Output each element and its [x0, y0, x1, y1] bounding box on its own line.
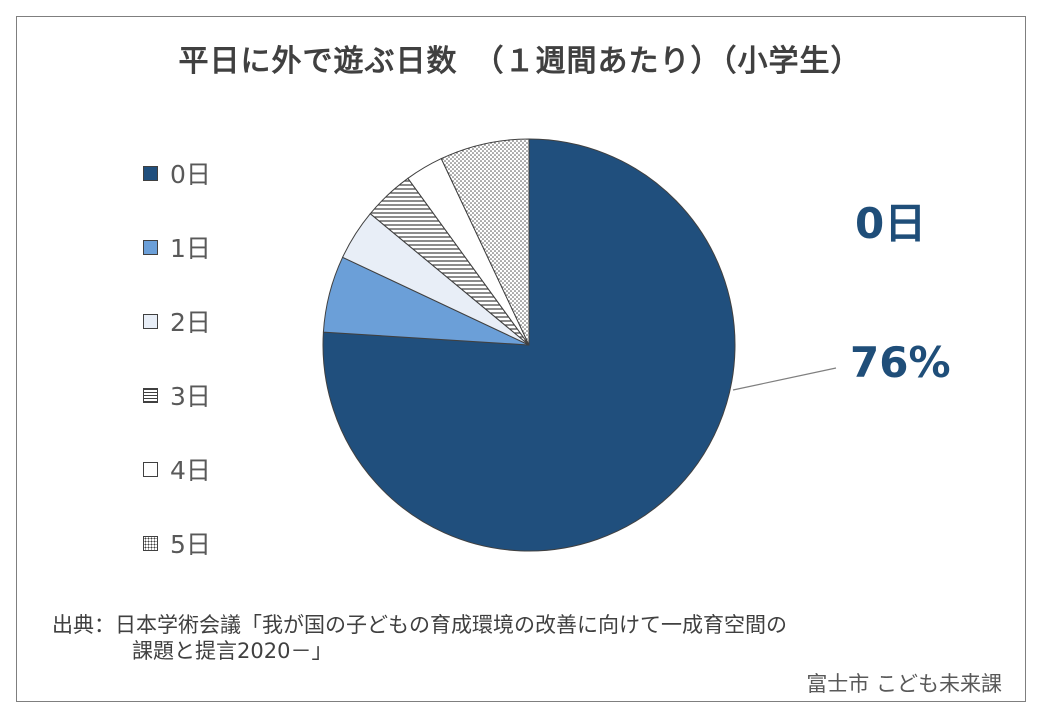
legend-label-0: 0日	[170, 160, 211, 189]
legend-swatch-2	[143, 313, 158, 329]
legend-label-3: 3日	[170, 382, 211, 411]
legend-item-0: 0日	[143, 155, 211, 191]
source-citation: 出典：日本学術会議「我が国の子どもの育成環境の改善に向けて一成育空間の 課題と提…	[52, 612, 787, 664]
legend-item-3: 3日	[143, 377, 211, 413]
legend-item-4: 4日	[143, 451, 211, 487]
legend-swatch-1	[143, 239, 158, 255]
legend-label-2: 2日	[170, 308, 211, 337]
legend-label-1: 1日	[170, 234, 211, 263]
legend-label-4: 4日	[170, 456, 211, 485]
chart-title: 平日に外で遊ぶ日数 （１週間あたり）（小学生）	[178, 44, 862, 79]
callout-leader-line	[732, 367, 837, 391]
credit-label: 富士市 こども未来課	[806, 672, 1002, 696]
legend-swatch-5	[143, 535, 158, 551]
callout-value-label: 76%	[850, 338, 951, 387]
pie-slice-0	[322, 138, 736, 552]
pie-slice-5	[440, 138, 530, 346]
legend-item-5: 5日	[143, 525, 211, 561]
legend-swatch-4	[143, 461, 158, 477]
legend-label-5: 5日	[170, 530, 211, 559]
source-line-1: 出典：日本学術会議「我が国の子どもの育成環境の改善に向けて一成育空間の	[52, 613, 787, 637]
legend-item-2: 2日	[143, 303, 211, 339]
legend-item-1: 1日	[143, 229, 211, 265]
callout-category-label: 0日	[855, 199, 927, 248]
source-line-2: 課題と提言2020－」	[132, 639, 333, 663]
legend-swatch-0	[143, 165, 158, 181]
legend-swatch-3	[143, 387, 158, 403]
